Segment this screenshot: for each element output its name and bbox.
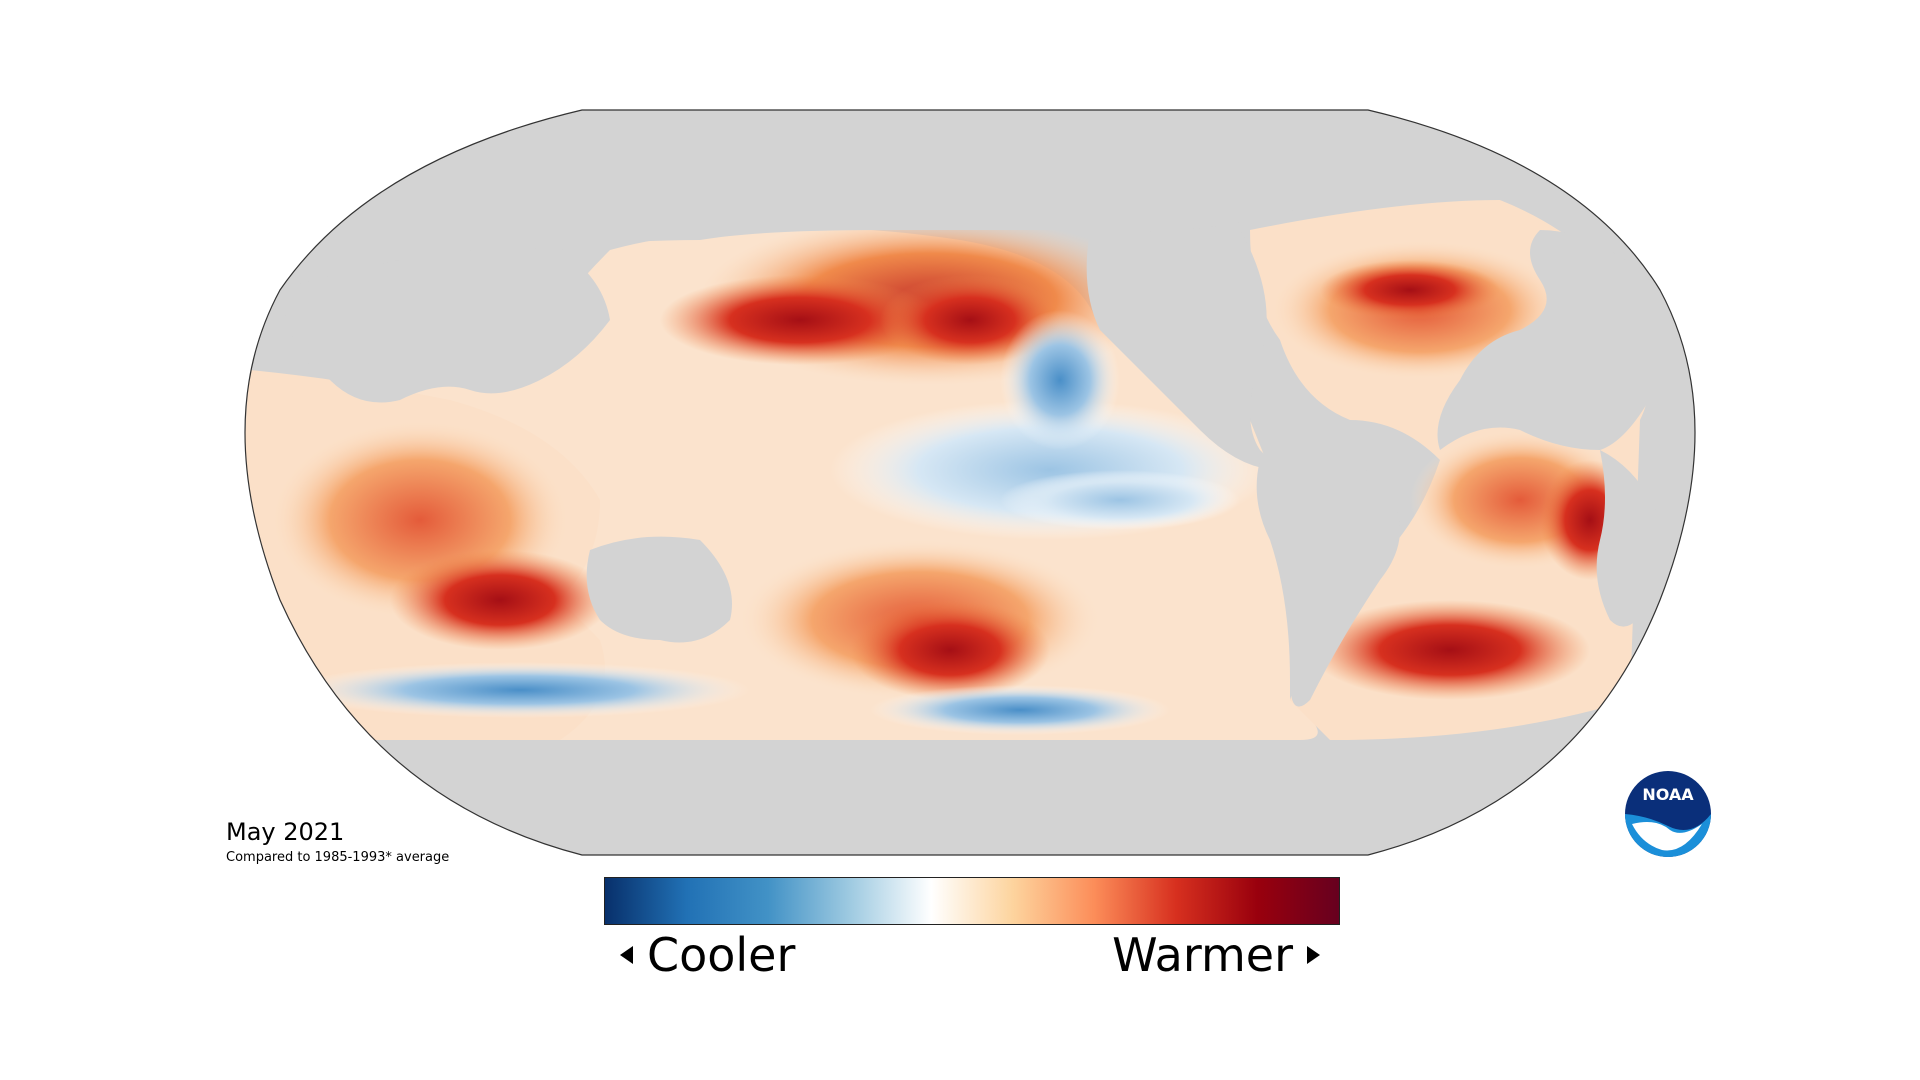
antarctica: [260, 740, 1660, 855]
south-america: [1256, 453, 1400, 707]
map-outline: [244, 109, 1696, 856]
cooler-label: Cooler: [647, 928, 796, 982]
map-date-title: May 2021: [226, 818, 345, 846]
africa-south: [1596, 450, 1660, 627]
arctic: [260, 110, 1660, 290]
australia: [586, 536, 732, 643]
noaa-logo-text: NOAA: [1642, 785, 1694, 804]
cooler-label-group: Cooler: [620, 928, 795, 982]
map-baseline-note: Compared to 1985-1993* average: [226, 850, 450, 865]
europe-africa: [1437, 230, 1660, 450]
warmer-label: Warmer: [1112, 928, 1293, 982]
left-arrow-icon: [620, 946, 633, 964]
continents: [260, 110, 1660, 855]
right-arrow-icon: [1307, 946, 1320, 964]
noaa-logo-icon: NOAA: [1623, 769, 1713, 859]
temperature-colorbar: [604, 877, 1340, 925]
warmer-label-group: Warmer: [1112, 928, 1320, 982]
north-america: [1086, 215, 1280, 470]
